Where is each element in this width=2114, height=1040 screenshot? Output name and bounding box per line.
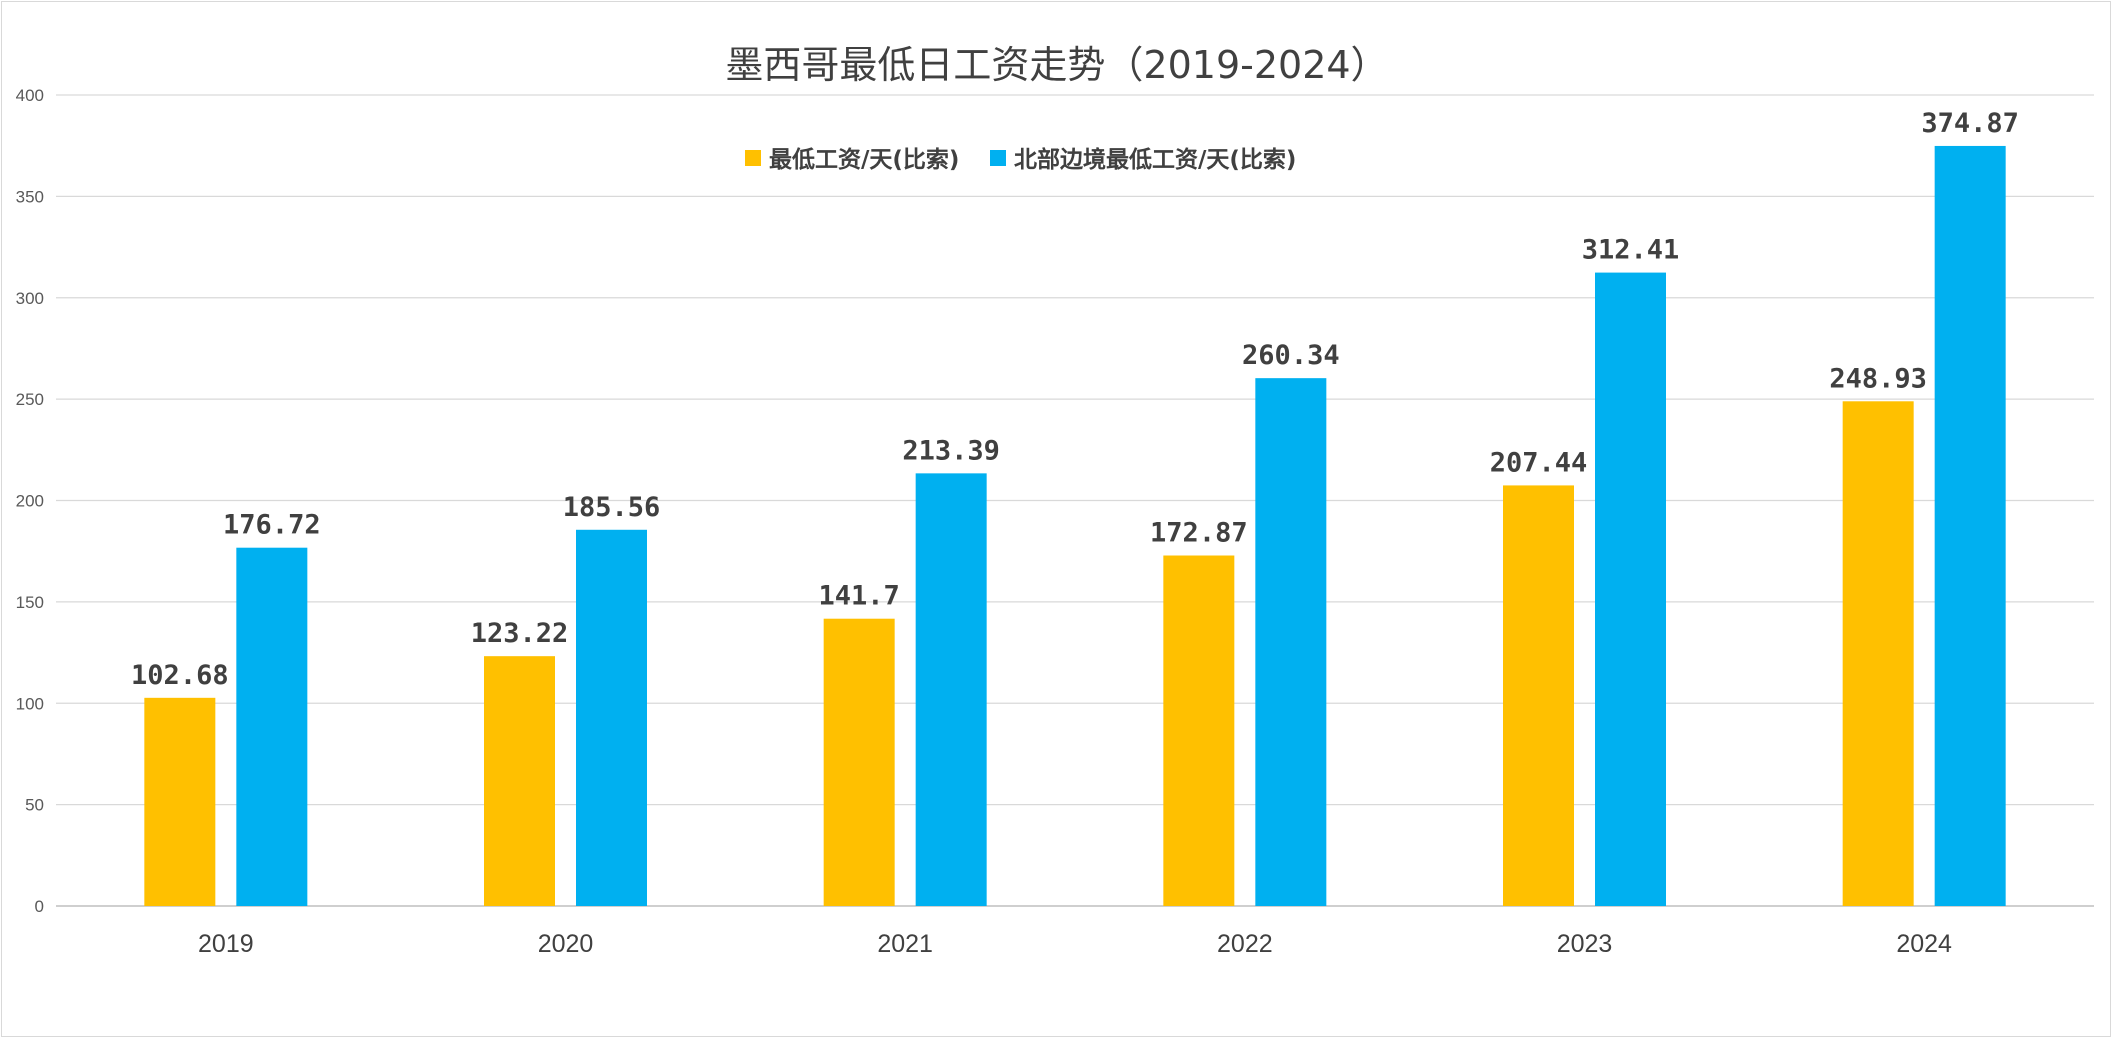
y-tick-label: 300 xyxy=(16,289,44,308)
bar-border-wage-2024 xyxy=(1934,145,2006,907)
x-tick-label: 2023 xyxy=(1557,930,1613,958)
legend-swatch-border-wage xyxy=(990,150,1006,166)
bar-minimum-wage-2021 xyxy=(823,618,895,906)
x-tick-label: 2022 xyxy=(1217,930,1273,958)
y-tick-label: 100 xyxy=(16,694,44,713)
data-label: 185.56 xyxy=(563,492,661,523)
legend-swatch-minimum-wage xyxy=(745,150,761,166)
bars xyxy=(144,145,2006,907)
data-label: 312.41 xyxy=(1582,235,1680,266)
bar-minimum-wage-2023 xyxy=(1503,485,1574,906)
y-tick-label: 400 xyxy=(16,86,44,105)
legend: 最低工资/天(比索) 北部边境最低工资/天(比索) xyxy=(745,146,1296,173)
data-label: 213.39 xyxy=(902,435,1000,466)
y-tick-label: 250 xyxy=(16,390,44,409)
y-tick-label: 350 xyxy=(16,187,44,206)
y-tick-label: 150 xyxy=(16,593,44,612)
y-tick-label: 50 xyxy=(25,796,44,815)
data-labels: 102.68 176.72 123.22 185.56 141.7 213.39 172.8… xyxy=(131,108,2019,691)
data-label: 123.22 xyxy=(471,618,569,649)
x-tick-label: 2020 xyxy=(538,930,594,958)
bar-border-wage-2019 xyxy=(236,547,308,906)
bar-minimum-wage-2019 xyxy=(144,697,216,906)
x-tick-label: 2021 xyxy=(877,930,933,958)
bar-minimum-wage-2024 xyxy=(1842,401,1914,906)
data-label: 141.7 xyxy=(819,581,900,612)
y-tick-label: 200 xyxy=(16,492,44,511)
x-axis-ticks: 2019 2020 2021 2022 2023 2024 xyxy=(198,930,1952,958)
bar-border-wage-2023 xyxy=(1595,272,1666,906)
bar-border-wage-2021 xyxy=(915,473,987,906)
data-label: 172.87 xyxy=(1150,518,1248,549)
bar-border-wage-2020 xyxy=(576,529,647,906)
data-label: 260.34 xyxy=(1242,340,1340,371)
data-label: 374.87 xyxy=(1921,108,2019,139)
data-label: 248.93 xyxy=(1829,363,1927,394)
x-tick-label: 2024 xyxy=(1896,930,1952,958)
bar-minimum-wage-2022 xyxy=(1163,555,1235,906)
data-label: 207.44 xyxy=(1490,447,1588,478)
bar-border-wage-2022 xyxy=(1255,378,1327,906)
y-axis-ticks: 0 50 100 150 200 250 300 350 400 xyxy=(16,86,44,916)
data-label: 102.68 xyxy=(131,660,229,691)
bar-minimum-wage-2020 xyxy=(484,656,555,906)
x-tick-label: 2019 xyxy=(198,930,254,958)
data-label: 176.72 xyxy=(223,510,321,541)
legend-label-border-wage: 北部边境最低工资/天(比索) xyxy=(1014,146,1296,173)
y-tick-label: 0 xyxy=(35,897,44,916)
gridlines xyxy=(56,94,2094,907)
legend-label-minimum-wage: 最低工资/天(比索) xyxy=(769,147,959,173)
chart-title: 墨西哥最低日工资走势（2019-2024） xyxy=(725,43,1388,87)
